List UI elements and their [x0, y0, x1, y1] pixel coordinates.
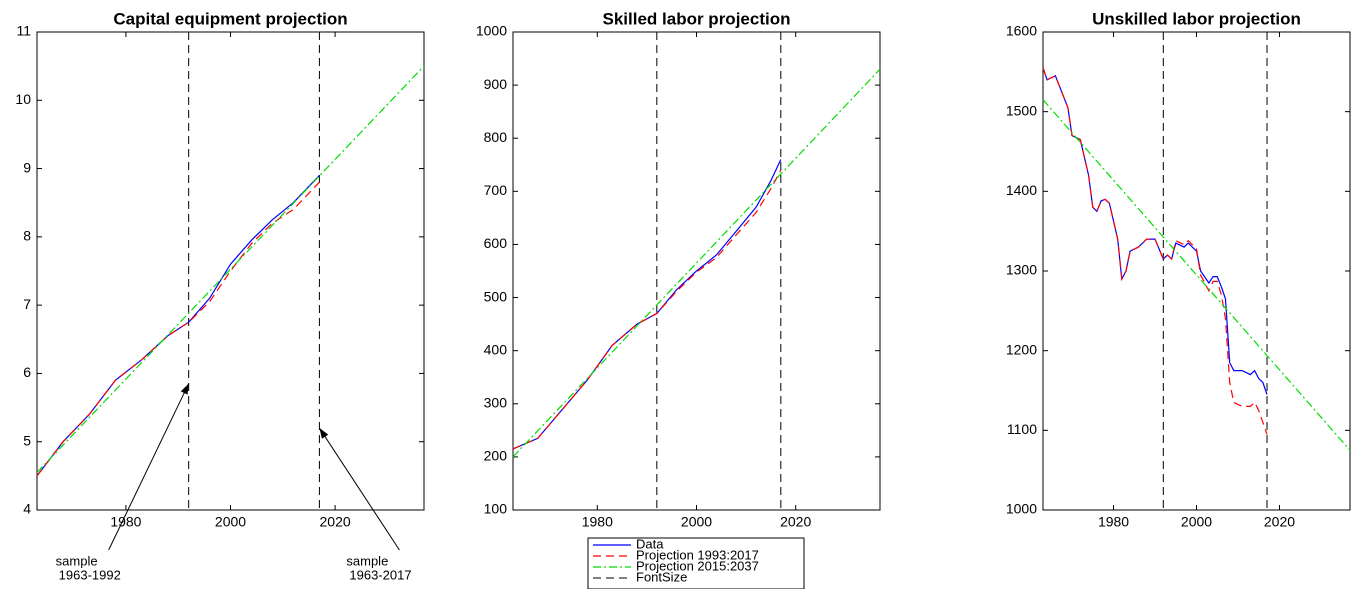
y-tick-label: 5: [23, 432, 31, 448]
legend-label: Projection 1993:2017: [636, 547, 759, 562]
annotation-text: 1963-1992: [59, 567, 121, 582]
x-tick-label: 2000: [215, 514, 246, 530]
x-tick-label: 2020: [320, 514, 351, 530]
x-tick-label: 2020: [780, 514, 811, 530]
legend-label: FontSize: [636, 569, 687, 584]
y-tick-label: 10: [15, 91, 31, 107]
annotation-text: sample: [346, 553, 388, 568]
y-tick-label: 4: [23, 501, 31, 517]
plot-area: [1042, 31, 1351, 511]
annotation-arrow: [108, 383, 190, 551]
x-tick-label: 1980: [110, 514, 141, 530]
annotation-arrow: [318, 427, 400, 551]
y-tick-label: 1600: [1006, 23, 1037, 39]
legend: [587, 537, 805, 589]
y-tick-label: 1100: [1007, 421, 1037, 437]
series-line: [1042, 99, 1351, 451]
y-tick-label: 8: [23, 228, 31, 244]
y-tick-label: 300: [484, 394, 508, 410]
legend-label: Projection 2015:2037: [636, 558, 759, 573]
y-tick-label: 7: [23, 296, 31, 312]
series-line: [36, 181, 320, 477]
y-tick-label: 700: [484, 182, 508, 198]
arrow-head: [319, 428, 329, 439]
y-tick-label: 500: [484, 288, 508, 304]
y-tick-label: 9: [23, 159, 31, 175]
x-tick-label: 2000: [1181, 514, 1212, 530]
y-tick-label: 900: [484, 76, 508, 92]
series-line: [36, 65, 425, 473]
series-line: [512, 68, 881, 458]
x-tick-label: 2000: [681, 514, 712, 530]
y-tick-label: 400: [484, 341, 508, 357]
x-tick-label: 2020: [1264, 514, 1295, 530]
y-tick-label: 11: [16, 23, 31, 39]
y-tick-label: 200: [484, 448, 508, 464]
chart-title: Unskilled labor projection: [1092, 9, 1301, 28]
y-tick-label: 6: [23, 364, 31, 380]
chart-title: Skilled labor projection: [603, 9, 791, 28]
x-tick-label: 1980: [582, 514, 613, 530]
plot-area: [36, 31, 425, 511]
legend-label: Data: [636, 536, 664, 551]
chart-title: Capital equipment projection: [113, 9, 347, 28]
arrow-head: [180, 383, 189, 395]
y-tick-label: 1500: [1006, 102, 1037, 118]
y-tick-label: 100: [484, 501, 508, 517]
series-line: [512, 169, 782, 450]
y-tick-label: 1300: [1006, 262, 1037, 278]
annotation-text: 1963-2017: [349, 567, 411, 582]
y-tick-label: 1400: [1006, 182, 1037, 198]
y-tick-label: 800: [484, 129, 508, 145]
x-tick-label: 1980: [1098, 514, 1129, 530]
annotation-text: sample: [56, 553, 98, 568]
y-tick-label: 1000: [1006, 501, 1037, 517]
series-line: [1042, 67, 1268, 435]
y-tick-label: 1200: [1006, 341, 1037, 357]
y-tick-label: 1000: [476, 23, 507, 39]
y-tick-label: 600: [484, 235, 508, 251]
